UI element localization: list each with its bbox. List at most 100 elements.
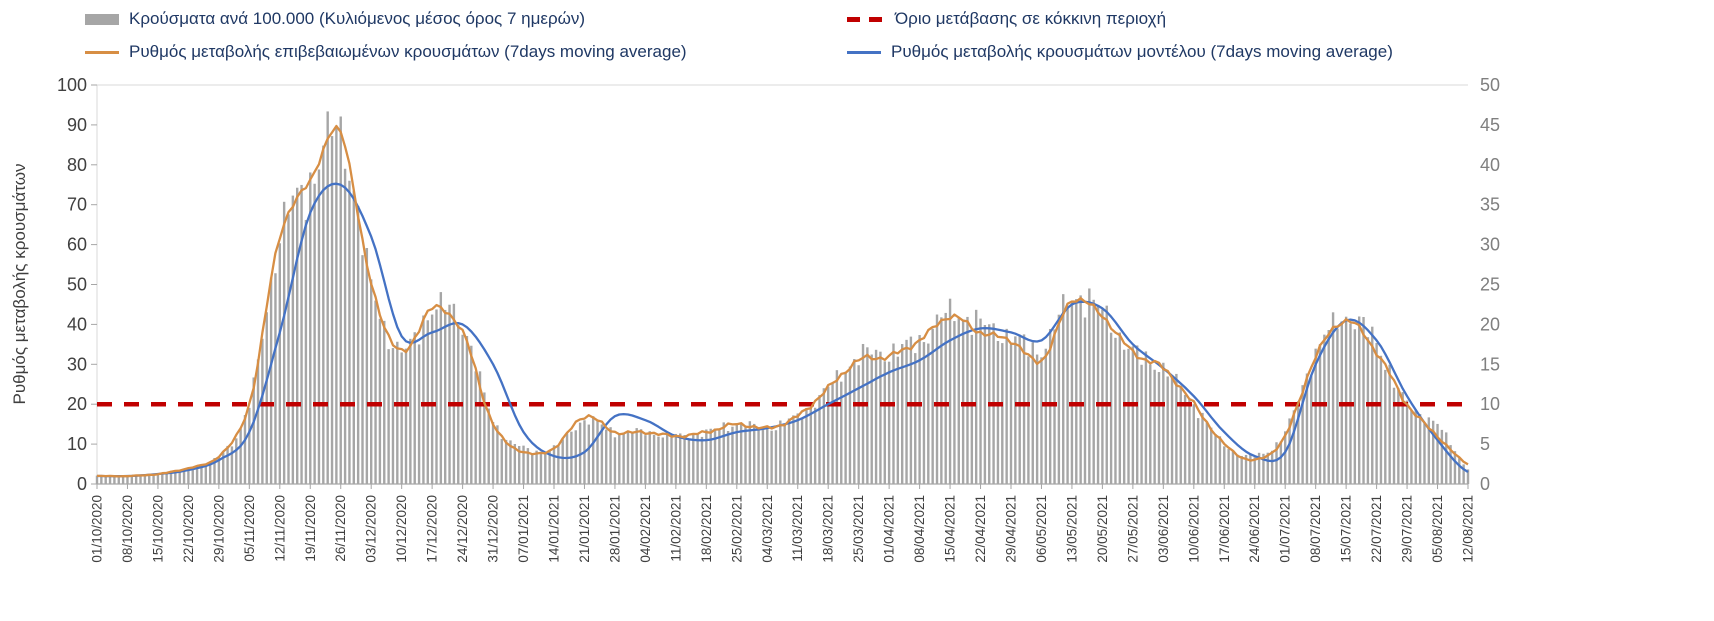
- case-bar: [430, 314, 434, 484]
- case-bar: [1018, 334, 1021, 484]
- x-axis-tick-label: 28/01/2021: [607, 495, 622, 563]
- case-bar: [1210, 427, 1213, 484]
- case-bar: [1031, 342, 1034, 484]
- x-axis-tick-label: 12/11/2020: [272, 495, 287, 562]
- case-bar: [1314, 348, 1317, 484]
- case-bar: [1096, 305, 1100, 484]
- case-bar: [1196, 418, 1200, 484]
- case-bar: [100, 475, 103, 484]
- case-bar: [618, 434, 621, 484]
- case-bar: [905, 339, 908, 484]
- case-bar: [1127, 348, 1130, 484]
- case-bar: [1436, 423, 1439, 484]
- case-bar: [200, 465, 203, 484]
- case-bar: [844, 371, 847, 484]
- case-bar: [187, 467, 190, 484]
- case-bar: [544, 452, 547, 484]
- case-bar: [222, 452, 225, 484]
- case-bar: [287, 214, 290, 484]
- case-bar: [1292, 410, 1296, 484]
- case-bar: [134, 475, 138, 484]
- x-axis-tick-label: 19/11/2020: [303, 495, 318, 562]
- case-bar: [1257, 452, 1261, 484]
- case-bar: [1136, 345, 1139, 484]
- case-bar: [243, 415, 247, 484]
- x-axis-tick-label: 22/04/2021: [973, 495, 988, 563]
- case-bar: [1066, 305, 1069, 484]
- case-bar: [535, 450, 538, 484]
- case-bar: [679, 433, 682, 484]
- right-axis-tick-label: 25: [1480, 275, 1500, 295]
- case-bar: [644, 435, 647, 484]
- x-axis-tick-label: 29/04/2021: [1004, 495, 1019, 563]
- case-bar: [165, 472, 168, 484]
- case-bar: [887, 361, 891, 484]
- case-bar: [813, 407, 817, 484]
- case-bar: [935, 314, 939, 484]
- case-bar: [1057, 314, 1061, 484]
- case-bar: [1440, 429, 1444, 484]
- case-bar: [787, 418, 791, 484]
- case-bar: [687, 438, 691, 484]
- case-bar: [235, 438, 238, 484]
- case-bar: [1423, 423, 1426, 484]
- case-bar: [1405, 400, 1409, 484]
- x-axis-tick-label: 22/07/2021: [1369, 495, 1384, 563]
- case-bar: [605, 429, 608, 484]
- case-bar: [509, 440, 512, 484]
- x-axis-tick-label: 14/01/2021: [547, 495, 562, 563]
- case-bar: [718, 428, 721, 484]
- case-bar: [208, 461, 212, 484]
- case-bar: [1144, 351, 1148, 484]
- case-bar: [683, 435, 686, 484]
- case-bar: [239, 428, 242, 484]
- case-bar: [356, 206, 360, 484]
- x-axis-tick-label: 13/05/2021: [1064, 495, 1079, 563]
- case-bar: [1379, 355, 1383, 484]
- case-bar: [126, 475, 129, 484]
- case-bar: [291, 195, 295, 484]
- case-bar: [1166, 376, 1169, 484]
- case-bar: [1262, 453, 1265, 484]
- case-bar: [696, 434, 699, 484]
- case-bar: [217, 456, 221, 484]
- case-bar: [108, 476, 112, 484]
- case-bar: [870, 354, 873, 484]
- x-axis-tick-label: 05/08/2021: [1430, 495, 1445, 563]
- left-axis-tick-label: 50: [67, 275, 87, 295]
- case-bar: [182, 468, 186, 484]
- case-bar: [1227, 449, 1230, 484]
- dashed-line-swatch-icon: [847, 16, 885, 22]
- case-bar: [470, 345, 473, 484]
- case-bar: [1462, 464, 1465, 484]
- x-axis-tick-label: 29/10/2020: [211, 495, 226, 563]
- case-bar: [400, 352, 403, 484]
- legend-item-red-threshold: Όριο μετάβασης σε κόκκινη περιοχή: [847, 7, 1393, 31]
- legend-label-model-rate: Ρυθμός μεταβολής κρουσμάτων μοντέλου (7d…: [891, 42, 1393, 61]
- x-axis-tick-label: 15/04/2021: [943, 495, 958, 563]
- case-bar: [918, 335, 921, 484]
- x-axis-tick-label: 07/01/2021: [516, 495, 531, 563]
- left-axis-tick-label: 40: [67, 314, 87, 334]
- case-bar: [818, 395, 821, 484]
- case-bar: [1109, 332, 1113, 484]
- case-bar: [1231, 450, 1235, 484]
- case-bar: [1192, 404, 1195, 484]
- case-bar: [996, 341, 1000, 484]
- case-bar: [709, 428, 712, 484]
- x-axis-tick-label: 17/06/2021: [1217, 495, 1232, 563]
- case-bar: [1005, 328, 1008, 484]
- case-bar: [1458, 458, 1461, 484]
- x-axis-tick-label: 21/01/2021: [577, 495, 592, 563]
- case-bar: [744, 427, 747, 484]
- case-bar: [874, 349, 878, 484]
- x-axis-tick-label: 22/10/2020: [181, 495, 196, 563]
- case-bar: [739, 423, 743, 484]
- case-bar: [256, 359, 260, 484]
- case-bar: [261, 338, 264, 484]
- x-axis-tick-label: 08/10/2020: [120, 495, 135, 563]
- case-bar: [1392, 387, 1396, 484]
- case-bar: [121, 476, 125, 484]
- case-bar: [1279, 441, 1283, 484]
